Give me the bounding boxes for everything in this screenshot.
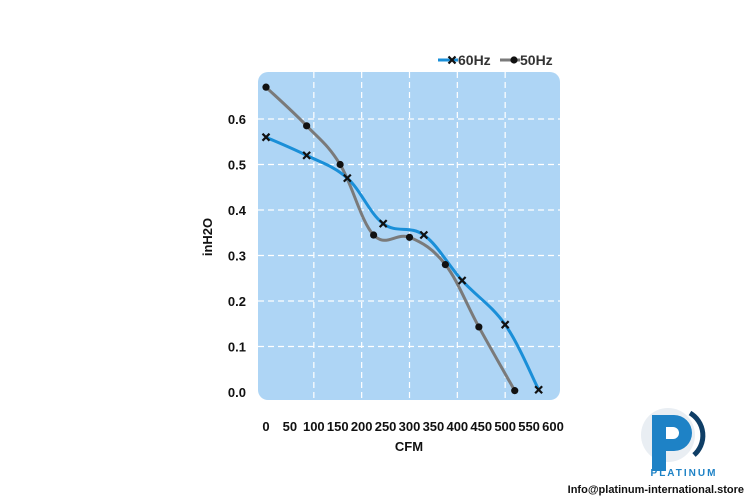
data-point-60hz [302, 151, 311, 160]
x-tick-label: 450 [470, 419, 492, 434]
data-point-50hz [262, 83, 270, 91]
x-tick-label: 0 [262, 419, 269, 434]
y-tick-label: 0.4 [228, 203, 247, 218]
x-tick-label: 500 [494, 419, 516, 434]
data-point-60hz [261, 132, 271, 142]
data-point-60hz [343, 173, 352, 183]
legend-marker-50hz [510, 56, 518, 64]
legend-label-60hz: 60Hz [458, 52, 491, 68]
contact-email[interactable]: Info@platinum-international.store [567, 484, 744, 496]
y-tick-labels: 0.0 0.1 0.2 0.3 0.4 0.5 0.6 [228, 112, 247, 400]
data-point-50hz [475, 323, 483, 331]
y-tick-label: 0.6 [228, 112, 246, 127]
x-tick-label: 350 [423, 419, 445, 434]
y-tick-label: 0.0 [228, 385, 246, 400]
y-axis-label: inH2O [200, 218, 215, 256]
data-point-50hz [441, 261, 449, 269]
x-tick-label: 550 [518, 419, 540, 434]
series-layer [261, 83, 543, 395]
legend-label-50hz: 50Hz [520, 52, 553, 68]
legend-entry-50hz: 50Hz [500, 52, 553, 68]
data-point-60hz [500, 320, 510, 329]
data-point-50hz [370, 231, 378, 239]
data-point-50hz [336, 160, 344, 169]
legend-entry-60hz: 60Hz [438, 52, 491, 68]
y-tick-label: 0.5 [228, 158, 246, 173]
data-point-50hz [511, 387, 519, 395]
x-tick-label: 300 [399, 419, 421, 434]
y-tick-label: 0.2 [228, 294, 246, 309]
x-tick-label: 200 [351, 419, 373, 434]
x-tick-label: 150 [327, 419, 349, 434]
x-tick-label: 50 [283, 419, 297, 434]
y-tick-label: 0.3 [228, 249, 246, 264]
legend-marker-60hz [447, 55, 457, 65]
x-tick-label: 100 [303, 419, 325, 434]
x-tick-label: 600 [542, 419, 564, 434]
data-point-50hz [405, 233, 414, 241]
x-tick-labels: 0 50 100 150 200 250 300 350 400 450 500 550 600 [262, 419, 563, 434]
legend: 60Hz 50Hz [438, 52, 553, 68]
data-point-50hz [303, 122, 311, 130]
data-point-60hz [457, 276, 467, 285]
data-point-60hz [419, 230, 429, 240]
x-axis-label: CFM [395, 439, 423, 454]
data-point-60hz [534, 385, 543, 395]
y-tick-label: 0.1 [228, 340, 246, 355]
platinum-logo-icon [641, 408, 706, 471]
x-tick-label: 250 [375, 419, 397, 434]
x-tick-label: 400 [446, 419, 468, 434]
data-point-60hz [378, 219, 388, 228]
brand-wordmark: PLATINUM [650, 468, 718, 479]
